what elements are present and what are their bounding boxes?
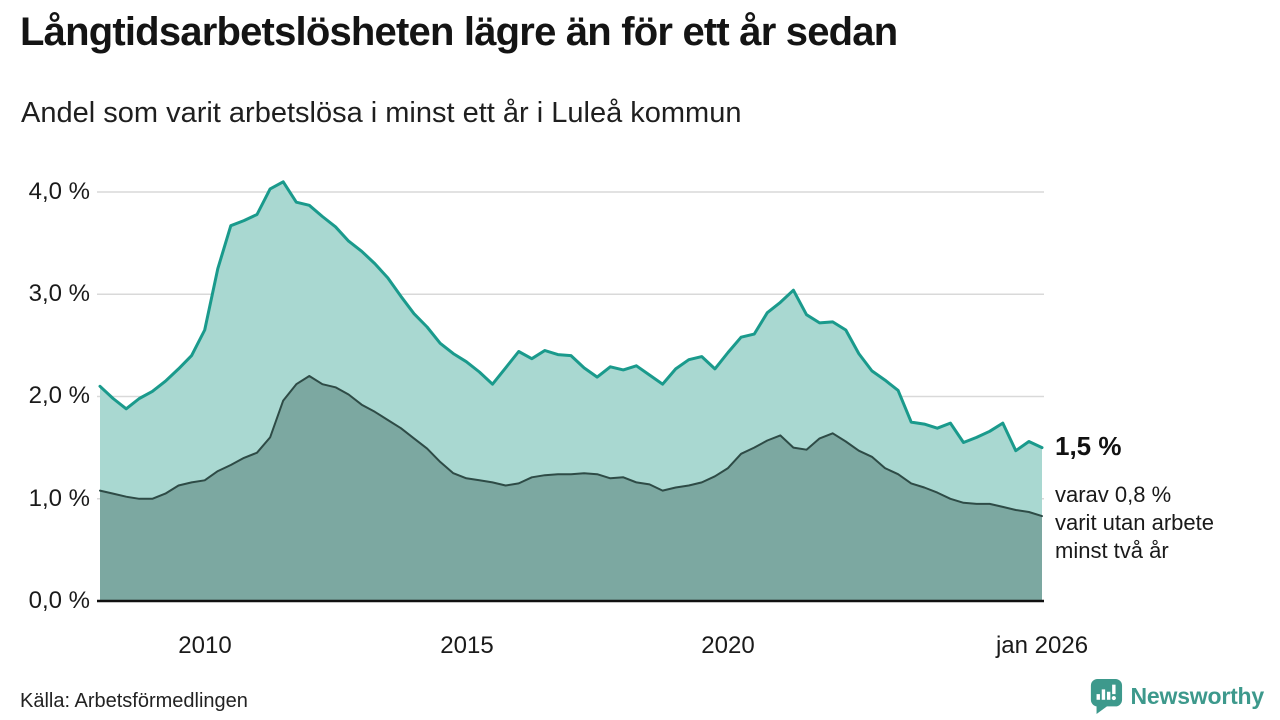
x-axis-tick-label-2010: 2010 bbox=[178, 632, 232, 659]
annotation-detail-line-2: varit utan arbete bbox=[1055, 510, 1214, 535]
annotation-latest-value: 1,5 % bbox=[1055, 431, 1122, 461]
newsworthy-logo-icon bbox=[1090, 679, 1122, 714]
annotation-detail: varav 0,8 % varit utan arbete minst två … bbox=[1055, 481, 1214, 565]
y-axis-tick-label-4: 4,0 % bbox=[28, 178, 90, 205]
annotation-detail-line-3: minst två år bbox=[1055, 538, 1169, 563]
series-line-min-two-years bbox=[99, 375, 1043, 518]
x-axis-tick-label-2020: 2020 bbox=[701, 632, 755, 659]
chart-subtitle: Andel som varit arbetslösa i minst ett å… bbox=[21, 97, 742, 129]
newsworthy-logo-text: Newsworthy bbox=[1130, 682, 1265, 709]
page-title: Långtidsarbetslösheten lägre än för ett … bbox=[20, 10, 898, 54]
series-area-min-two-years bbox=[100, 376, 1042, 601]
source-note: Källa: Arbetsförmedlingen bbox=[20, 690, 248, 712]
x-axis-tick-label-2015: 2015 bbox=[440, 632, 494, 659]
y-axis-tick-label-0: 0,0 % bbox=[28, 587, 90, 614]
y-axis-tick-label-1: 1,0 % bbox=[28, 485, 90, 512]
newsworthy-logo: Newsworthy bbox=[1089, 678, 1264, 714]
x-axis-tick-label-jan-2026: jan 2026 bbox=[995, 632, 1089, 659]
series-line-min-one-year bbox=[98, 180, 1044, 453]
y-axis-tick-label-2: 2,0 % bbox=[28, 382, 90, 409]
annotation-detail-line-1: varav 0,8 % bbox=[1055, 482, 1172, 507]
y-axis-tick-label-3: 3,0 % bbox=[28, 280, 90, 307]
